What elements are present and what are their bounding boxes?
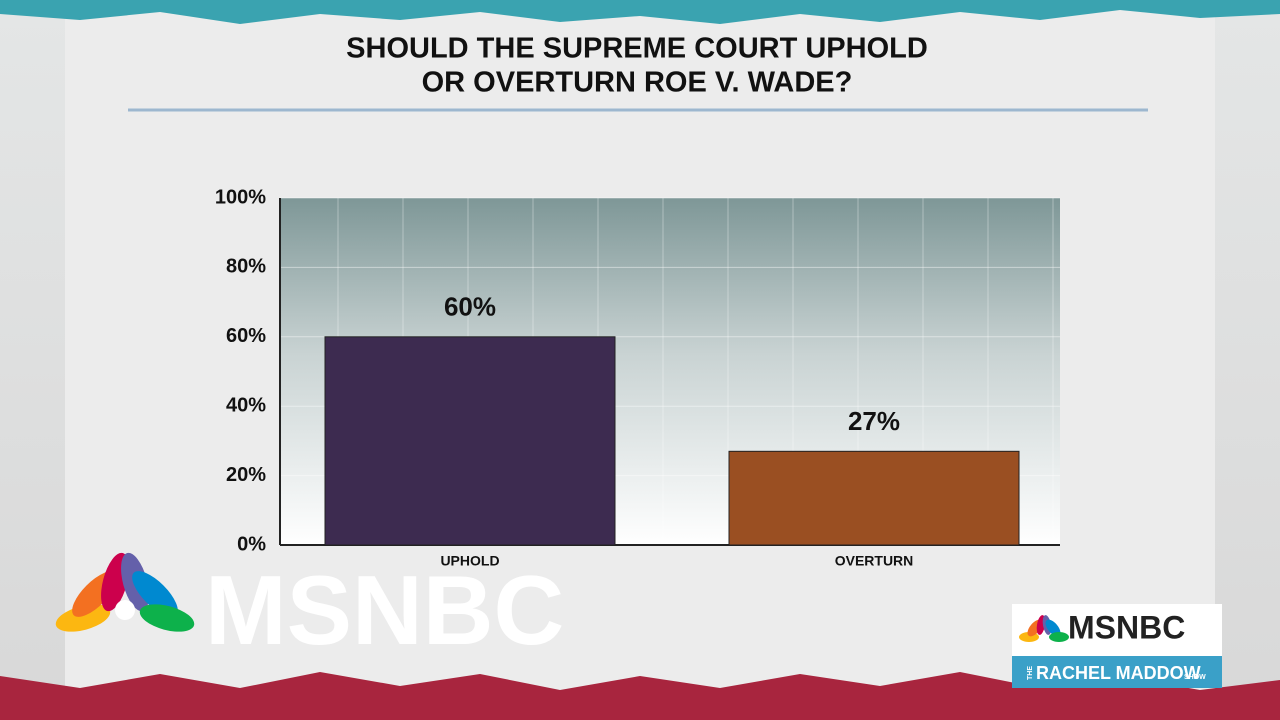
x-tick-label: UPHOLD: [440, 553, 499, 569]
chart-title: SHOULD THE SUPREME COURT UPHOLD: [346, 33, 928, 65]
show-logo-text: MSNBC: [1068, 609, 1185, 645]
x-tick-label: OVERTURN: [835, 553, 914, 569]
y-tick-label: 0%: [237, 533, 266, 555]
logo-text: MSNBC: [205, 555, 564, 665]
value-label: 27%: [848, 406, 900, 436]
show-suffix: SHOW: [1184, 674, 1206, 681]
y-tick-label: 80%: [226, 256, 266, 278]
show-band: [1012, 656, 1222, 688]
show-prefix: THE: [1027, 666, 1034, 680]
bar: [728, 450, 1020, 546]
bottom-strip: [0, 672, 1280, 720]
top-strip: [0, 0, 1280, 24]
chart-title: OR OVERTURN ROE V. WADE?: [422, 67, 853, 99]
y-tick-label: 60%: [226, 325, 266, 347]
show-name: RACHEL MADDOW: [1036, 663, 1201, 683]
y-tick-label: 40%: [226, 394, 266, 416]
y-tick-label: 20%: [226, 464, 266, 486]
plot: 0% 20% 40% 60% 80% 100% 60% UPHOLD 27% OVERTURN: [215, 186, 1060, 569]
y-tick-label: 100%: [215, 186, 266, 208]
value-label: 60%: [444, 292, 496, 322]
show-peacock: [1019, 615, 1069, 642]
msnbc-logo: [55, 552, 195, 632]
bar: [324, 336, 616, 546]
